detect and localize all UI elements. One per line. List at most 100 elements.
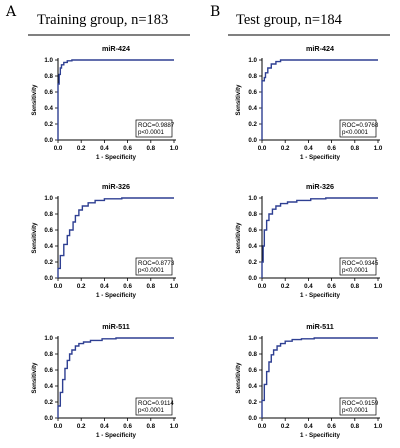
y-tick-label: 0.4 bbox=[44, 383, 53, 390]
x-tick-label: 0.0 bbox=[54, 423, 63, 430]
y-tick-label: 0.2 bbox=[44, 121, 53, 128]
chart-title: miR-511 bbox=[102, 322, 130, 331]
y-tick-label: 0.2 bbox=[44, 399, 53, 406]
y-tick-label: 0.8 bbox=[44, 211, 53, 218]
roc-chart-b-mir-424: miR-424 0.0 0.2 0.4 0.6 0.8 1.0 0.0 0.2 0.4 0.6 0.8… bbox=[235, 44, 383, 161]
x-axis-label: 1 - Specificity bbox=[300, 432, 340, 439]
y-tick-label: 0.8 bbox=[248, 73, 257, 80]
y-tick-label: 0.4 bbox=[44, 243, 53, 250]
x-tick-label: 0.8 bbox=[350, 423, 359, 430]
x-axis-label: 1 - Specificity bbox=[96, 154, 136, 161]
x-tick-label: 1.0 bbox=[170, 145, 179, 152]
x-tick-label: 0.8 bbox=[350, 145, 359, 152]
y-tick-label: 1.0 bbox=[44, 335, 53, 342]
y-axis-label: Sensitivity bbox=[31, 362, 38, 394]
x-tick-label: 0.0 bbox=[258, 145, 267, 152]
x-tick-label: 0.6 bbox=[123, 423, 132, 430]
p-value-label: p<0.0001 bbox=[342, 407, 369, 414]
chart-title: miR-326 bbox=[306, 182, 334, 191]
roc-auc-label: ROC=0.8773 bbox=[138, 260, 175, 267]
y-axis-label: Sensitivity bbox=[31, 222, 38, 254]
y-tick-label: 0.4 bbox=[248, 243, 257, 250]
y-axis-label: Sensitivity bbox=[235, 362, 242, 394]
y-tick-label: 0.2 bbox=[248, 121, 257, 128]
y-tick-label: 1.0 bbox=[44, 57, 53, 64]
x-tick-label: 1.0 bbox=[374, 283, 383, 290]
p-value-label: p<0.0001 bbox=[138, 407, 165, 414]
panel-letter-b: B bbox=[210, 4, 220, 20]
y-tick-label: 0.0 bbox=[248, 137, 257, 144]
y-tick-label: 0.8 bbox=[44, 351, 53, 358]
roc-curve-line bbox=[261, 337, 378, 418]
roc-auc-label: ROC=0.9159 bbox=[342, 400, 379, 407]
y-tick-label: 0.4 bbox=[44, 105, 53, 112]
roc-chart-a-mir-511: miR-511 0.0 0.2 0.4 0.6 0.8 1.0 0.0 0.2 0.4 0.6 0.8… bbox=[31, 322, 179, 439]
chart-title: miR-424 bbox=[102, 44, 130, 53]
roc-auc-label: ROC=0.9345 bbox=[342, 260, 379, 267]
x-tick-label: 1.0 bbox=[170, 423, 179, 430]
p-value-label: p<0.0001 bbox=[138, 129, 165, 136]
chart-title: miR-511 bbox=[306, 322, 334, 331]
x-axis-label: 1 - Specificity bbox=[300, 292, 340, 299]
annotation-box bbox=[339, 257, 377, 276]
x-tick-label: 0.4 bbox=[304, 283, 313, 290]
roc-curve-line bbox=[261, 197, 378, 278]
roc-curve-line bbox=[261, 59, 378, 140]
x-tick-label: 0.4 bbox=[100, 145, 109, 152]
y-tick-label: 0.2 bbox=[248, 259, 257, 266]
panel-letter-a: A bbox=[5, 4, 17, 20]
roc-chart-a-mir-424: miR-424 0.0 0.2 0.4 0.6 0.8 1.0 0.0 0.2 0.4 0.6 0.8… bbox=[31, 44, 179, 161]
roc-curve-line bbox=[57, 59, 174, 140]
y-tick-label: 0.6 bbox=[44, 227, 53, 234]
y-tick-label: 1.0 bbox=[44, 195, 53, 202]
x-tick-label: 0.4 bbox=[304, 423, 313, 430]
x-tick-label: 0.2 bbox=[281, 283, 290, 290]
y-tick-label: 0.8 bbox=[44, 73, 53, 80]
annotation-box bbox=[135, 257, 173, 276]
roc-chart-b-mir-326: miR-326 0.0 0.2 0.4 0.6 0.8 1.0 0.0 0.2 0.4 0.6 0.8… bbox=[235, 182, 383, 299]
x-axis-label: 1 - Specificity bbox=[300, 154, 340, 161]
x-tick-label: 0.2 bbox=[281, 145, 290, 152]
x-tick-label: 0.6 bbox=[123, 145, 132, 152]
x-axis-label: 1 - Specificity bbox=[96, 292, 136, 299]
group-title-b: Test group, n=184 bbox=[236, 12, 343, 28]
y-tick-label: 0.6 bbox=[248, 367, 257, 374]
y-tick-label: 0.0 bbox=[248, 415, 257, 422]
x-tick-label: 0.8 bbox=[146, 423, 155, 430]
chart-title: miR-424 bbox=[306, 44, 334, 53]
p-value-label: p<0.0001 bbox=[342, 267, 369, 274]
y-tick-label: 0.2 bbox=[44, 259, 53, 266]
x-tick-label: 0.8 bbox=[146, 283, 155, 290]
roc-auc-label: ROC=0.9114 bbox=[138, 400, 174, 407]
annotation-box bbox=[339, 397, 377, 416]
x-tick-label: 0.6 bbox=[123, 283, 132, 290]
x-tick-label: 0.6 bbox=[327, 145, 336, 152]
annotation-box bbox=[339, 119, 377, 138]
y-tick-label: 1.0 bbox=[248, 335, 257, 342]
x-tick-label: 0.6 bbox=[327, 423, 336, 430]
y-tick-label: 0.0 bbox=[248, 275, 257, 282]
roc-charts: miR-424 0.0 0.2 0.4 0.6 0.8 1.0 0.0 0.2 0.4 0.6 0.8… bbox=[31, 44, 383, 439]
x-tick-label: 0.2 bbox=[77, 145, 86, 152]
x-tick-label: 1.0 bbox=[170, 283, 179, 290]
roc-chart-b-mir-511: miR-511 0.0 0.2 0.4 0.6 0.8 1.0 0.0 0.2 0.4 0.6 0.8… bbox=[235, 322, 383, 439]
x-tick-label: 0.2 bbox=[77, 283, 86, 290]
y-tick-label: 0.0 bbox=[44, 275, 53, 282]
y-tick-label: 0.0 bbox=[44, 137, 53, 144]
y-tick-label: 0.8 bbox=[248, 351, 257, 358]
x-tick-label: 0.4 bbox=[100, 423, 109, 430]
y-tick-label: 0.6 bbox=[44, 89, 53, 96]
roc-curve-line bbox=[57, 197, 174, 278]
y-tick-label: 0.6 bbox=[44, 367, 53, 374]
x-tick-label: 1.0 bbox=[374, 145, 383, 152]
group-title-a: Training group, n=183 bbox=[37, 12, 168, 28]
x-tick-label: 0.0 bbox=[54, 283, 63, 290]
y-axis-label: Sensitivity bbox=[235, 84, 242, 116]
chart-title: miR-326 bbox=[102, 182, 130, 191]
x-tick-label: 0.2 bbox=[281, 423, 290, 430]
x-tick-label: 0.4 bbox=[100, 283, 109, 290]
y-tick-label: 1.0 bbox=[248, 57, 257, 64]
x-axis-label: 1 - Specificity bbox=[96, 432, 136, 439]
y-tick-label: 0.8 bbox=[248, 211, 257, 218]
